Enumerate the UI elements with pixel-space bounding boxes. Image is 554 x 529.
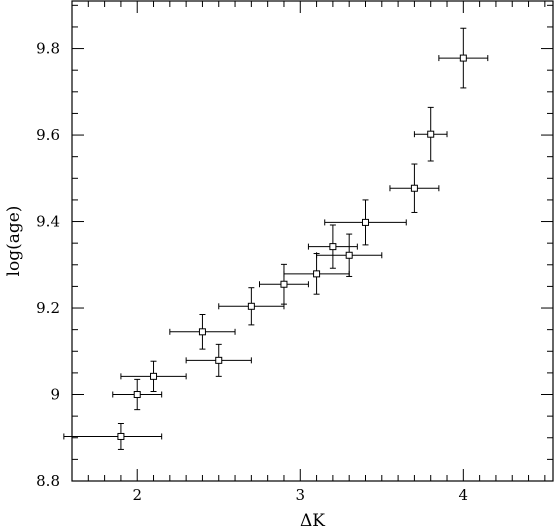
data-point <box>438 27 489 89</box>
data-point <box>283 253 350 295</box>
data-point <box>307 224 358 269</box>
point-marker <box>345 251 353 259</box>
data-point <box>413 106 448 162</box>
point-marker <box>313 270 321 278</box>
point-marker <box>329 243 337 251</box>
point-marker <box>133 391 141 399</box>
y-tick-label: 9.2 <box>36 299 60 317</box>
point-marker <box>247 302 255 310</box>
point-marker <box>361 218 369 226</box>
data-point <box>112 378 163 411</box>
y-tick-label: 9.6 <box>36 126 60 144</box>
data-point <box>259 263 309 305</box>
plot-frame <box>71 0 554 482</box>
point-marker <box>280 280 288 288</box>
y-tick-label: 8.8 <box>36 472 60 490</box>
tick-labels: 2 3 4 8.8 9 9.2 9.4 9.6 9.8 <box>36 40 468 504</box>
data-points <box>63 27 489 450</box>
point-marker <box>459 54 467 62</box>
point-marker <box>117 432 125 440</box>
axis-ticks <box>72 1 553 481</box>
point-marker <box>150 372 158 380</box>
data-point <box>120 360 187 392</box>
point-marker <box>215 356 223 364</box>
x-tick-label: 3 <box>295 486 305 504</box>
x-tick-label: 2 <box>132 486 142 504</box>
x-tick-label: 4 <box>459 486 469 504</box>
y-axis-label: log(age) <box>4 206 24 277</box>
y-tick-label: 9.8 <box>36 40 60 58</box>
data-point <box>169 314 236 350</box>
point-marker <box>427 130 435 138</box>
data-point <box>316 233 383 277</box>
y-tick-label: 9.4 <box>36 213 60 231</box>
y-tick-label: 9 <box>50 386 60 404</box>
x-axis-label: ΔK <box>300 511 325 529</box>
data-point <box>63 422 163 450</box>
data-point <box>389 163 440 213</box>
data-point <box>185 343 252 377</box>
data-point <box>324 199 407 246</box>
point-marker <box>410 184 418 192</box>
data-point <box>218 287 285 326</box>
point-marker <box>198 328 206 336</box>
